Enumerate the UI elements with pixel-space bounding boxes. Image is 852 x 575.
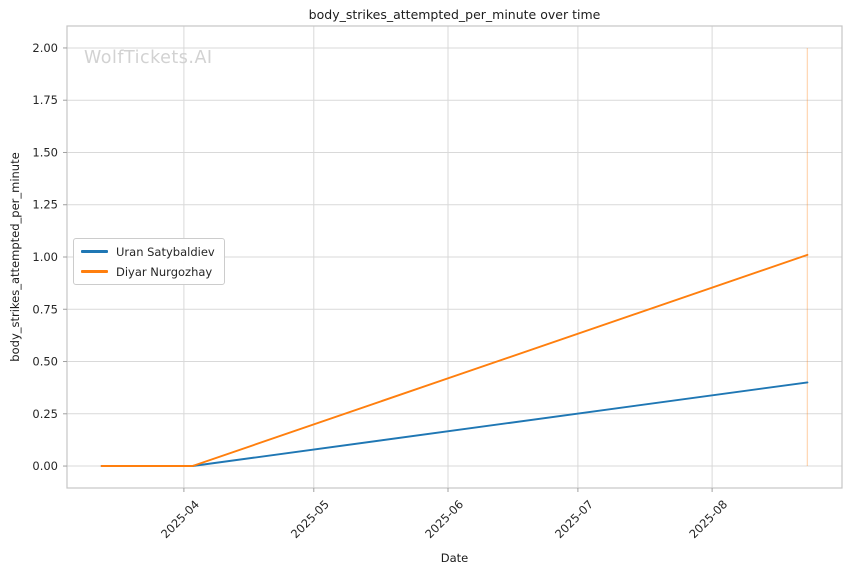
- y-tick-label: 1.50: [32, 145, 58, 159]
- legend-swatch-1: [81, 270, 108, 273]
- watermark: WolfTickets.AI: [84, 48, 213, 68]
- x-tick-label: 2025-07: [552, 497, 596, 541]
- legend: Uran Satybaldiev Diyar Nurgozhay: [73, 238, 225, 285]
- legend-item: Uran Satybaldiev: [81, 244, 215, 259]
- x-tick-label: 2025-06: [422, 497, 466, 541]
- y-tick-label: 1.25: [32, 198, 58, 212]
- legend-label: Diyar Nurgozhay: [116, 264, 213, 279]
- y-tick-label: 0.25: [32, 407, 58, 421]
- legend-item: Diyar Nurgozhay: [81, 264, 215, 279]
- chart-title: body_strikes_attempted_per_minute over t…: [308, 7, 601, 22]
- y-tick-label: 0.75: [32, 302, 58, 316]
- series-line-diyar-nurgozhay: [100, 253, 809, 467]
- y-axis-label: body_strikes_attempted_per_minute: [8, 152, 22, 362]
- x-tick-label: 2025-04: [158, 497, 202, 541]
- y-tick-label: 0.00: [32, 459, 58, 473]
- legend-label: Uran Satybaldiev: [116, 244, 215, 259]
- series-line-uran-satybaldiev: [100, 381, 809, 467]
- y-tick-label: 1.00: [32, 250, 58, 264]
- legend-swatch-0: [81, 250, 108, 253]
- y-tick-label: 0.50: [32, 355, 58, 369]
- x-axis-label: Date: [440, 551, 469, 565]
- x-tick-label: 2025-05: [288, 497, 332, 541]
- x-tick-label: 2025-08: [686, 497, 730, 541]
- y-tick-label: 2.00: [32, 41, 58, 55]
- y-tick-label: 1.75: [32, 93, 58, 107]
